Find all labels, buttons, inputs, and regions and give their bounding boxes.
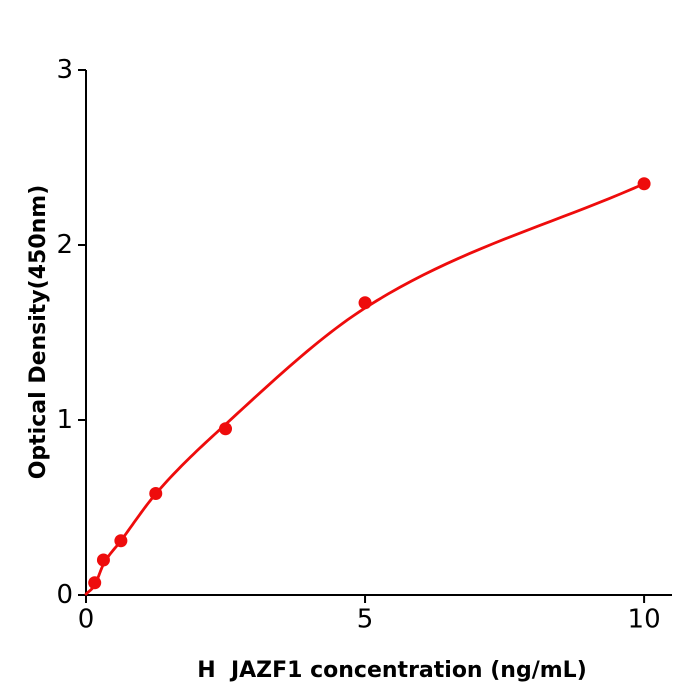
- data-point: [96, 553, 110, 567]
- plot-group: [84, 177, 651, 596]
- x-tick-label: 10: [628, 604, 661, 634]
- y-tick-label: 2: [56, 230, 73, 260]
- fit-curve-line: [84, 182, 646, 596]
- x-axis-label: H JAZF1 concentration (ng/mL): [197, 658, 587, 683]
- axes-group: 0 5 10 0 1 2 3: [56, 55, 672, 634]
- data-point: [637, 177, 651, 191]
- y-tick-label: 0: [56, 580, 73, 610]
- data-point: [149, 487, 163, 500]
- data-point: [88, 576, 102, 590]
- data-point: [219, 422, 233, 436]
- y-tick-label: 3: [56, 55, 73, 85]
- x-tick-label: 5: [357, 604, 374, 634]
- x-tick-label: 0: [78, 604, 95, 634]
- y-axis-label: Optical Density(450nm): [26, 185, 51, 480]
- data-point: [114, 534, 128, 548]
- data-point: [358, 296, 372, 310]
- y-tick-label: 1: [56, 405, 73, 435]
